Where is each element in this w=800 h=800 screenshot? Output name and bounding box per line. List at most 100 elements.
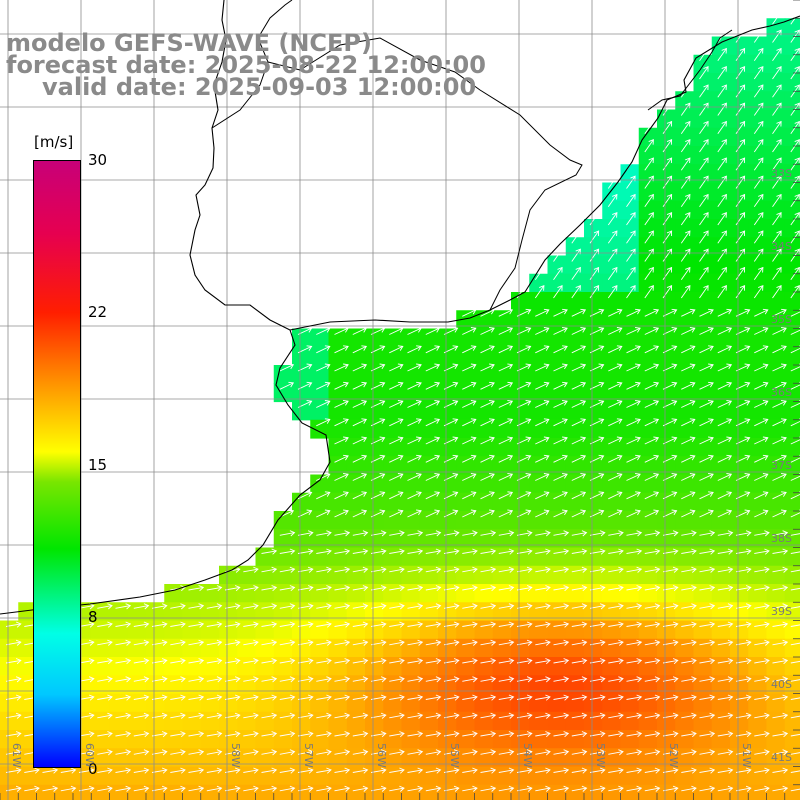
wind-cell xyxy=(766,438,786,457)
wind-arrow xyxy=(297,749,314,756)
wind-arrow xyxy=(407,694,424,701)
wind-arrow xyxy=(790,345,800,354)
wind-arrow xyxy=(261,658,278,665)
wind-cell xyxy=(365,784,384,800)
wind-cell xyxy=(310,365,330,384)
wind-arrow xyxy=(352,345,368,354)
wind-arrow xyxy=(589,639,606,646)
wind-cell xyxy=(693,73,713,92)
wind-cell xyxy=(657,383,676,403)
wind-arrow xyxy=(407,585,424,592)
wind-arrow xyxy=(699,139,709,153)
wind-cell xyxy=(675,255,695,275)
wind-arrow xyxy=(644,491,660,500)
wind-arrow xyxy=(462,676,478,683)
wind-cell xyxy=(693,127,713,147)
wind-arrow xyxy=(425,694,442,701)
wind-cell xyxy=(784,346,800,366)
wind-arrow xyxy=(754,548,770,555)
wind-arrow xyxy=(206,621,223,628)
wind-cell xyxy=(784,146,800,165)
wind-cell xyxy=(730,36,749,56)
wind-arrow xyxy=(516,530,533,537)
wind-arrow xyxy=(589,603,606,610)
wind-cell xyxy=(711,127,731,147)
wind-cell xyxy=(511,565,530,585)
wind-cell xyxy=(638,784,658,800)
wind-cell xyxy=(474,346,494,366)
wind-cell xyxy=(675,419,695,439)
wind-cell xyxy=(565,474,585,494)
wind-cell xyxy=(657,219,676,238)
wind-cell xyxy=(529,310,549,330)
wind-cell xyxy=(328,346,348,366)
wind-cell xyxy=(346,766,366,786)
wind-arrow xyxy=(662,767,679,774)
wind-arrow xyxy=(753,102,764,116)
wind-cell xyxy=(766,511,786,530)
wind-cell xyxy=(383,711,403,731)
wind-arrow xyxy=(535,381,550,390)
wind-cell xyxy=(675,310,695,330)
wind-arrow xyxy=(626,676,643,683)
wind-cell xyxy=(693,200,713,220)
wind-arrow xyxy=(608,749,624,756)
wind-cell xyxy=(474,711,494,731)
wind-cell xyxy=(401,638,421,658)
wind-arrow xyxy=(772,29,782,43)
wind-cell xyxy=(730,711,749,731)
wind-cell xyxy=(419,401,439,421)
wind-arrow xyxy=(5,658,22,665)
wind-cell xyxy=(584,711,603,731)
wind-cell xyxy=(310,565,330,585)
wind-arrow xyxy=(790,491,800,500)
wind-arrow xyxy=(644,285,654,299)
wind-arrow xyxy=(334,658,351,665)
wind-arrow xyxy=(407,566,424,573)
wind-arrow xyxy=(243,749,259,756)
wind-arrow xyxy=(699,491,714,500)
wind-cell xyxy=(748,219,768,238)
wind-cell xyxy=(675,657,695,676)
wind-cell xyxy=(620,456,640,476)
wind-cell xyxy=(620,474,640,494)
wind-cell xyxy=(602,219,622,238)
wind-arrow xyxy=(243,585,259,592)
wind-cell xyxy=(584,365,603,384)
wind-arrow xyxy=(772,193,782,208)
wind-arrow xyxy=(498,345,514,354)
wind-arrow xyxy=(516,712,533,719)
wind-arrow xyxy=(753,230,764,244)
wind-arrow xyxy=(425,473,441,481)
wind-cell xyxy=(748,784,768,800)
wind-cell xyxy=(438,456,457,476)
wind-arrow xyxy=(462,712,478,719)
wind-cell xyxy=(310,492,330,512)
wind-cell xyxy=(730,565,749,585)
wind-cell xyxy=(109,711,129,731)
wind-arrow xyxy=(699,418,714,427)
wind-arrow xyxy=(480,548,497,555)
wind-arrow xyxy=(717,712,734,719)
wind-arrow xyxy=(754,381,769,390)
wind-arrow xyxy=(425,345,441,354)
wind-cell xyxy=(492,638,512,658)
wind-cell xyxy=(748,547,768,567)
wind-cell xyxy=(273,584,293,603)
wind-cell xyxy=(200,620,220,640)
wind-cell xyxy=(547,638,567,658)
wind-arrow xyxy=(681,603,697,610)
wind-arrow xyxy=(60,767,77,774)
wind-cell xyxy=(492,730,512,749)
lon-label: 57W xyxy=(302,743,315,768)
wind-cell xyxy=(0,657,19,676)
wind-cell xyxy=(547,419,567,439)
wind-arrow xyxy=(644,175,654,189)
wind-cell xyxy=(346,328,366,348)
wind-arrow xyxy=(498,767,515,774)
wind-cell xyxy=(492,438,512,457)
wind-cell xyxy=(474,328,494,348)
wind-arrow xyxy=(644,731,661,738)
wind-arrow xyxy=(699,694,716,701)
wind-cell xyxy=(383,456,403,476)
